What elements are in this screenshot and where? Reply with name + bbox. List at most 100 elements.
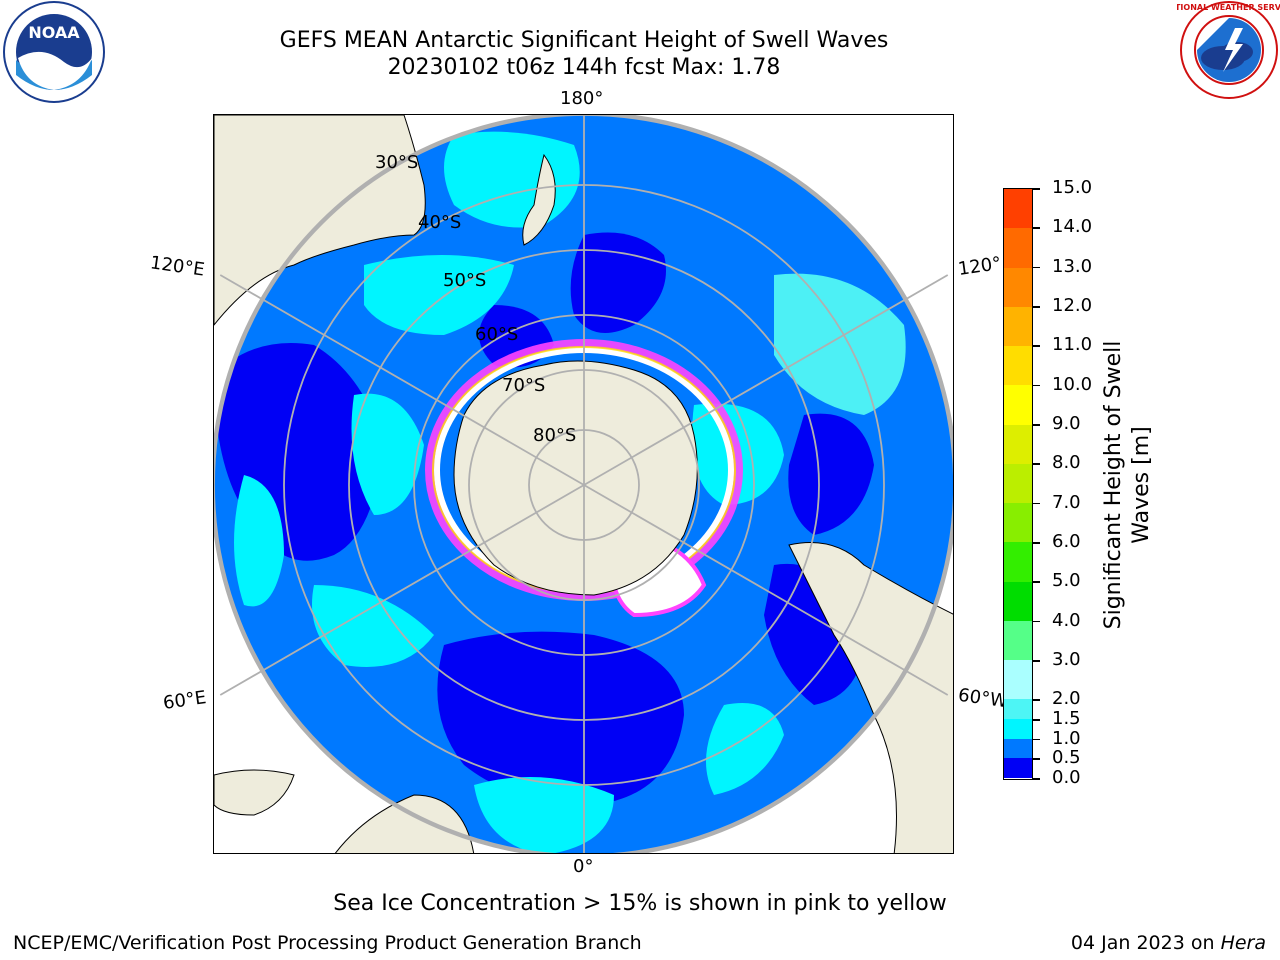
colorbar-tick-label: 9.0 [1052, 413, 1081, 434]
africa-land [334, 794, 475, 853]
dark-swell-region [788, 413, 874, 535]
cyan-swell-region [312, 585, 434, 667]
colorbar-tick [1032, 581, 1040, 583]
footer-credit: NCEP/EMC/Verification Post Processing Pr… [13, 932, 642, 954]
colorbar-segment [1004, 581, 1032, 621]
land-masses [214, 115, 953, 853]
colorbar-tick [1032, 660, 1040, 662]
colorbar-tick-label: 1.5 [1052, 708, 1081, 729]
cyan-swell-region [706, 703, 784, 795]
colorbar-segment [1004, 306, 1032, 347]
colorbar-tick-label: 1.0 [1052, 727, 1081, 749]
colorbar-segment [1004, 620, 1032, 661]
colorbar-tick [1032, 424, 1040, 426]
colorbar-tick [1032, 758, 1040, 760]
colorbar-tick-label: 10.0 [1052, 373, 1093, 395]
cyan-swell-region [364, 255, 514, 335]
madagascar-land [214, 769, 295, 816]
lat-label-70s: 70°S [502, 375, 546, 396]
colorbar-title: Significant Height of Swell Waves [m] [1100, 341, 1156, 630]
cyan-swell-region [474, 777, 614, 853]
colorbar-segment [1004, 267, 1032, 307]
lat-label-40s: 40°S [418, 212, 462, 233]
nws-logo-text: NATIONAL WEATHER SERVICE [1177, 3, 1280, 12]
colorbar-title-line1: Significant Height of Swell [1101, 340, 1126, 630]
colorbar-tick-label: 4.0 [1052, 609, 1081, 631]
lat-label-80s: 80°S [533, 425, 577, 446]
footer-date: 04 Jan 2023 on Hera [1071, 932, 1266, 954]
colorbar-tick-label: 13.0 [1052, 255, 1093, 277]
colorbar-tick [1032, 778, 1040, 780]
colorbar-tick-label: 14.0 [1052, 216, 1093, 238]
colorbar-tick-label: 15.0 [1052, 177, 1093, 198]
antarctica-land [453, 360, 698, 596]
meridian-line [583, 484, 949, 696]
meridian-line [219, 274, 585, 486]
lat-label-60s: 60°S [475, 324, 519, 345]
colorbar-tick-label: 11.0 [1052, 334, 1093, 356]
colorbar-tick [1032, 699, 1040, 701]
lat-label-50s: 50°S [443, 270, 487, 291]
map-panel [213, 114, 954, 854]
colorbar [1003, 188, 1033, 780]
sea-ice-note: Sea Ice Concentration > 15% is shown in … [333, 891, 947, 916]
lon-label-120e: 120°E [148, 252, 206, 281]
lon-label-0: 0° [573, 856, 594, 877]
colorbar-segment [1004, 542, 1032, 582]
colorbar-tick [1032, 738, 1040, 741]
colorbar-tick-label: 6.0 [1052, 531, 1081, 552]
nws-logo: NATIONAL WEATHER SERVICE [1177, 1, 1280, 99]
colorbar-tick-label: 2.0 [1052, 688, 1081, 710]
colorbar-tick-label: 12.0 [1052, 295, 1093, 316]
meridian-line [219, 484, 585, 696]
colorbar-tick [1032, 502, 1040, 505]
lon-label-60e: 60°E [161, 687, 208, 714]
colorbar-tick [1032, 266, 1040, 269]
lon-label-180: 180° [560, 88, 604, 109]
colorbar-tick [1032, 345, 1040, 347]
australia-land [214, 115, 426, 326]
colorbar-tick-label: 7.0 [1052, 491, 1081, 513]
cyan-swell-region [234, 475, 284, 607]
colorbar-segment [1004, 503, 1032, 543]
colorbar-segment [1004, 719, 1032, 739]
colorbar-tick-label: 3.0 [1052, 649, 1081, 670]
colorbar-segment [1004, 738, 1032, 759]
colorbar-tick-label: 5.0 [1052, 570, 1081, 592]
chart-title-line2: 20230102 t06z 144h fcst Max: 1.78 [387, 55, 781, 80]
colorbar-tick [1032, 188, 1040, 190]
colorbar-segment [1004, 385, 1032, 425]
chart-title-line1: GEFS MEAN Antarctic Significant Height o… [279, 28, 889, 53]
colorbar-tick-label: 0.5 [1052, 747, 1081, 769]
noaa-logo: NOAA [3, 1, 105, 103]
colorbar-segment [1004, 228, 1032, 268]
cyan-swell-region [351, 393, 424, 515]
colorbar-tick [1032, 227, 1040, 229]
colorbar-tick [1032, 306, 1040, 308]
colorbar-segment [1004, 463, 1032, 504]
colorbar-segment [1004, 346, 1032, 386]
colorbar-tick-label: 8.0 [1052, 452, 1081, 474]
colorbar-tick [1032, 542, 1040, 544]
footer-date-text: 04 Jan 2023 on [1070, 932, 1221, 954]
colorbar-segment [1004, 660, 1032, 700]
colorbar-tick [1032, 620, 1040, 623]
colorbar-tick-label: 0.0 [1052, 767, 1081, 788]
colorbar-title-line2: Waves [m] [1129, 426, 1154, 544]
meridian-line [583, 274, 949, 486]
south-america-land [788, 542, 953, 853]
lat-label-30s: 30°S [375, 152, 419, 173]
colorbar-segment [1004, 424, 1032, 464]
colorbar-segment [1004, 699, 1032, 720]
colorbar-tick [1032, 719, 1040, 721]
polar-map [214, 115, 953, 853]
lon-label-120w: 120° [956, 253, 1003, 280]
colorbar-tick [1032, 384, 1040, 387]
colorbar-segment [1004, 758, 1032, 778]
cyan-swell-region [774, 273, 906, 415]
noaa-logo-text: NOAA [28, 23, 80, 42]
graticule [214, 115, 953, 853]
footer-machine: Hera [1220, 932, 1266, 954]
lon-label-60w: 60°W [956, 684, 1009, 713]
colorbar-segment [1004, 189, 1032, 229]
